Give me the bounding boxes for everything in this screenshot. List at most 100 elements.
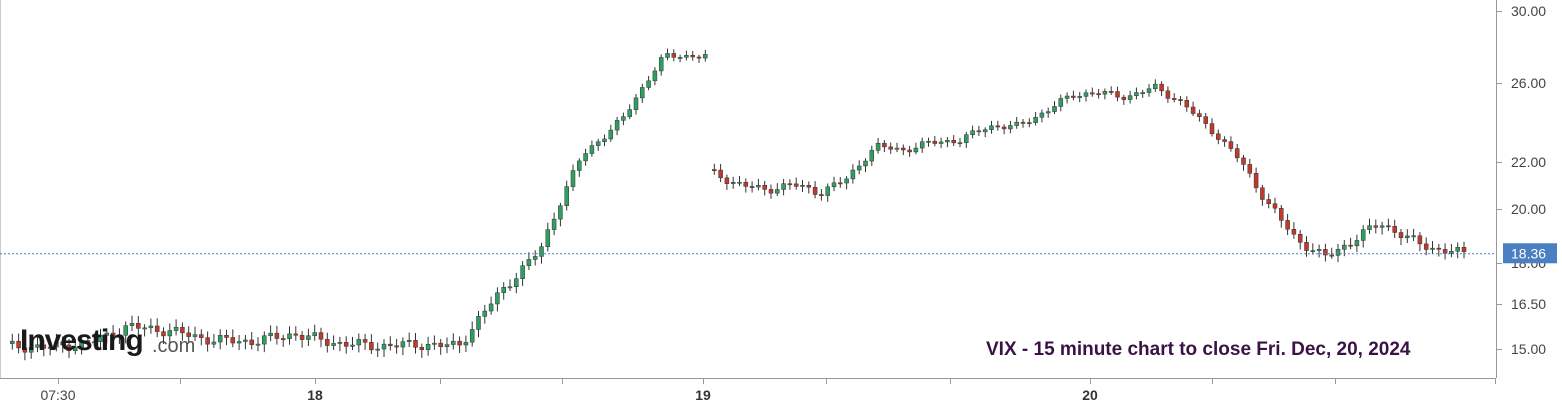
y-tick-label: 22.00 bbox=[1511, 154, 1546, 170]
y-tick-label: 20.00 bbox=[1511, 201, 1546, 217]
candle-up bbox=[444, 344, 450, 347]
candle-up bbox=[964, 134, 969, 143]
candle-up bbox=[1310, 250, 1316, 253]
candle-up bbox=[1449, 251, 1454, 254]
candle-down bbox=[299, 334, 305, 340]
candle-down bbox=[907, 149, 912, 153]
candle-down bbox=[318, 332, 324, 340]
candle-up bbox=[982, 129, 988, 133]
candle-down bbox=[743, 181, 749, 187]
candle-down bbox=[1209, 123, 1215, 135]
candle-up bbox=[1411, 235, 1416, 238]
candle-down bbox=[362, 339, 368, 343]
candle-up bbox=[1127, 95, 1133, 100]
candle-up bbox=[1140, 92, 1145, 94]
candle-up bbox=[1052, 106, 1057, 112]
candle-down bbox=[1027, 122, 1032, 125]
x-tick-label: 20 bbox=[1082, 387, 1098, 403]
candle-down bbox=[293, 333, 299, 336]
candle-down bbox=[1165, 90, 1171, 99]
candles bbox=[10, 48, 1467, 361]
candle-down bbox=[22, 347, 28, 353]
candle-up bbox=[526, 259, 532, 266]
candle-up bbox=[614, 120, 620, 131]
candle-down bbox=[16, 340, 21, 349]
candle-up bbox=[665, 53, 670, 58]
candle-down bbox=[457, 340, 462, 346]
candle-up bbox=[262, 335, 267, 345]
candle-up bbox=[652, 70, 658, 82]
candle-up bbox=[432, 342, 437, 345]
candle-down bbox=[718, 169, 723, 179]
candle-up bbox=[312, 332, 317, 337]
candle-down bbox=[154, 325, 160, 332]
candle-up bbox=[602, 138, 607, 143]
candle-down bbox=[249, 339, 254, 345]
candle-down bbox=[995, 125, 1001, 128]
candle-down bbox=[1171, 98, 1177, 100]
candle-down bbox=[1279, 207, 1284, 221]
candle-down bbox=[205, 337, 210, 345]
candle-down bbox=[388, 343, 393, 347]
candle-up bbox=[1008, 125, 1013, 130]
candle-up bbox=[375, 348, 380, 351]
candle-up bbox=[1360, 229, 1366, 241]
candle-down bbox=[806, 185, 812, 188]
investing-logo: Investing .com bbox=[20, 324, 195, 357]
logo-suffix: .com bbox=[152, 335, 195, 357]
candle-up bbox=[539, 246, 544, 257]
candle-up bbox=[595, 141, 601, 146]
candle-down bbox=[1001, 126, 1007, 130]
candle-down bbox=[1090, 92, 1095, 95]
candle-down bbox=[136, 323, 141, 329]
candle-down bbox=[690, 55, 695, 58]
candle-up bbox=[1153, 83, 1158, 89]
candle-up bbox=[640, 87, 645, 99]
candle-up bbox=[844, 178, 849, 184]
candle-up bbox=[381, 343, 387, 350]
candle-up bbox=[54, 341, 59, 348]
candle-up bbox=[469, 329, 475, 343]
candle-up bbox=[938, 141, 944, 144]
candle-up bbox=[123, 325, 128, 336]
candle-up bbox=[236, 341, 242, 344]
candle-down bbox=[413, 340, 418, 348]
candle-up bbox=[532, 256, 538, 260]
candle-up bbox=[1014, 121, 1019, 126]
candle-up bbox=[268, 332, 273, 336]
candle-up bbox=[47, 346, 53, 349]
chart-caption: VIX - 15 minute chart to close Fri. Dec,… bbox=[986, 339, 1411, 360]
candle-down bbox=[1121, 96, 1127, 100]
candle-up bbox=[583, 153, 588, 162]
candle-up bbox=[957, 142, 963, 145]
logo-brand: Investing bbox=[20, 324, 143, 357]
candle-up bbox=[1367, 225, 1372, 230]
candle-down bbox=[230, 337, 236, 344]
candle-down bbox=[1373, 225, 1379, 228]
candle-up bbox=[287, 333, 292, 340]
candle-up bbox=[331, 343, 336, 346]
candle-down bbox=[838, 182, 843, 185]
y-tick-label: 26.00 bbox=[1511, 75, 1546, 91]
candle-up bbox=[856, 165, 862, 171]
candle-up bbox=[507, 286, 513, 289]
candle-up bbox=[564, 186, 569, 206]
candle-up bbox=[658, 57, 664, 72]
candle-up bbox=[1064, 95, 1070, 99]
candle-up bbox=[28, 347, 34, 353]
candle-up bbox=[1455, 247, 1460, 252]
candle-down bbox=[1096, 93, 1101, 96]
candle-up bbox=[1379, 225, 1385, 228]
candle-down bbox=[1108, 91, 1114, 93]
candle-down bbox=[1398, 232, 1404, 239]
candle-up bbox=[148, 325, 154, 329]
x-tick-label: 07:30 bbox=[40, 387, 75, 403]
candle-down bbox=[1260, 187, 1265, 200]
candle-down bbox=[1184, 100, 1190, 108]
candle-up bbox=[608, 129, 614, 140]
candle-up bbox=[91, 341, 97, 344]
candle-down bbox=[1253, 173, 1259, 189]
current-price-badge: 18.36 bbox=[1503, 243, 1557, 264]
candle-down bbox=[224, 334, 229, 338]
